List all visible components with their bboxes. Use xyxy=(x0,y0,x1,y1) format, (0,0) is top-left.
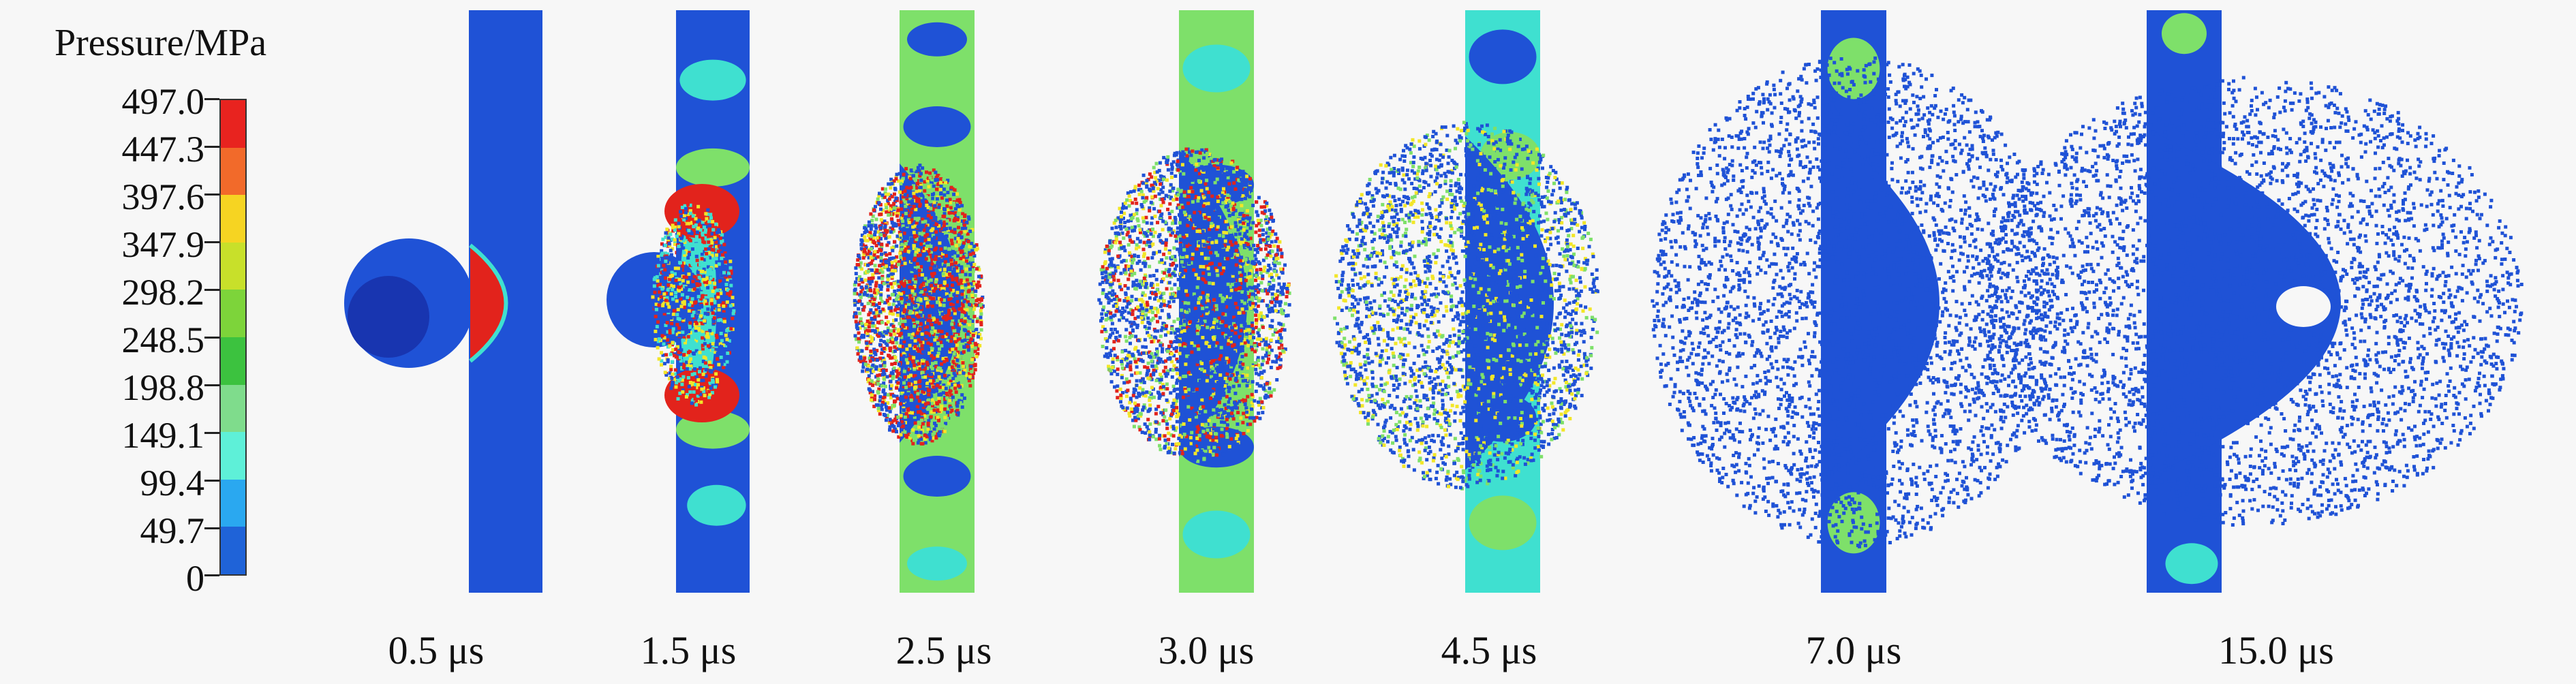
colorbar-tick-mark xyxy=(204,480,219,482)
debris-particles xyxy=(853,164,985,446)
time-label: 7.0 μs xyxy=(1805,628,1902,672)
legend-title: Pressure/MPa xyxy=(55,22,267,64)
colorbar-tick-label: 198.8 xyxy=(121,367,205,408)
plate-stress-wave xyxy=(1182,510,1251,559)
colorbar-segment xyxy=(221,432,245,480)
time-label: 0.5 μs xyxy=(388,628,485,672)
time-label: 1.5 μs xyxy=(640,628,737,672)
colorbar-tick-mark xyxy=(204,146,219,148)
colorbar-segment xyxy=(221,384,245,433)
pressure-colorbar xyxy=(219,99,247,576)
colorbar-segment xyxy=(221,527,245,574)
time-label: 2.5 μs xyxy=(895,628,992,672)
colorbar-tick-mark xyxy=(204,241,219,243)
colorbar-tick-mark xyxy=(204,289,219,291)
debris-particles xyxy=(1097,147,1291,463)
debris-particles xyxy=(1333,121,1599,491)
plate-stress-wave xyxy=(676,148,750,187)
debris-particles xyxy=(1651,56,2060,548)
plate-stress-wave xyxy=(1469,495,1537,550)
debris-void xyxy=(2276,286,2331,327)
colorbar-tick-mark xyxy=(204,432,219,434)
colorbar-tick-mark xyxy=(204,384,219,386)
plate-stress-wave xyxy=(903,456,971,497)
colorbar-tick-label: 447.3 xyxy=(121,129,205,170)
plate-stress-wave xyxy=(907,546,967,581)
plate-stress-wave xyxy=(1469,29,1537,84)
plate-stress-wave xyxy=(1182,44,1251,93)
colorbar-tick-mark xyxy=(204,574,219,576)
colorbar-tick-label: 248.5 xyxy=(121,320,205,360)
colorbar-tick-label: 149.1 xyxy=(121,415,205,456)
colorbar-tick-label: 99.4 xyxy=(140,463,205,503)
colorbar-tick-mark xyxy=(204,337,219,339)
plate-stress-wave xyxy=(907,22,967,57)
debris-particles xyxy=(651,202,736,407)
plate-stress-wave xyxy=(1827,37,1880,99)
time-label: 15.0 μs xyxy=(2218,628,2334,672)
colorbar-tick-label: 397.6 xyxy=(121,176,205,217)
colorbar-segment xyxy=(221,479,245,527)
contact-pressure-edge xyxy=(469,243,508,363)
colorbar-segment xyxy=(221,337,245,385)
colorbar-tick-mark xyxy=(204,98,219,100)
colorbar-segment xyxy=(221,100,245,148)
plate-stress-wave xyxy=(2165,543,2218,585)
colorbar-segment xyxy=(221,195,245,243)
plate-stress-wave xyxy=(687,484,746,526)
colorbar-segment xyxy=(221,147,245,196)
colorbar-segment xyxy=(221,290,245,337)
colorbar-tick-label: 298.2 xyxy=(121,272,205,313)
colorbar-tick-mark xyxy=(204,193,219,196)
colorbar-tick-label: 347.9 xyxy=(121,224,205,265)
colorbar-tick-label: 0 xyxy=(186,558,204,599)
plate-stress-wave xyxy=(2162,13,2207,55)
colorbar-tick-label: 49.7 xyxy=(140,510,205,551)
colorbar-tick-mark xyxy=(204,527,219,529)
time-label: 3.0 μs xyxy=(1158,628,1255,672)
plate-stress-wave xyxy=(903,106,971,147)
time-label: 4.5 μs xyxy=(1441,628,1537,672)
colorbar-tick-label: 497.0 xyxy=(121,81,205,122)
projectile-core xyxy=(348,276,429,358)
colorbar-segment xyxy=(221,242,245,290)
plate-stress-wave xyxy=(679,59,746,101)
